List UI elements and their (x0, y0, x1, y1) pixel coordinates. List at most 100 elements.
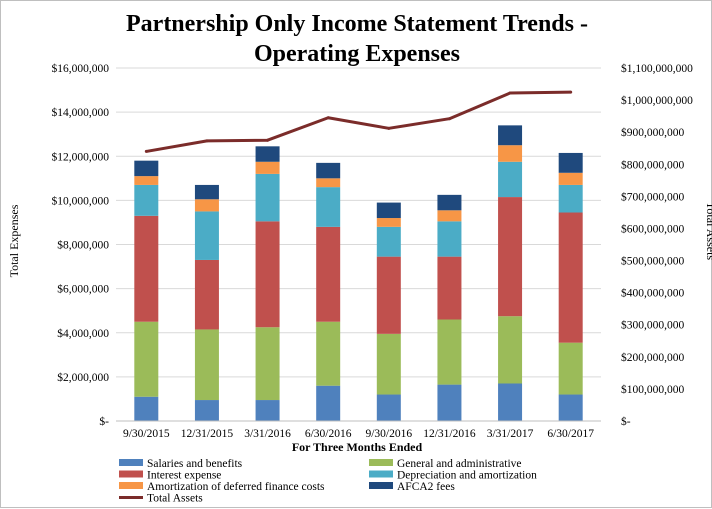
legend-swatch (119, 482, 143, 489)
y2-tick-label: $700,000,000 (621, 190, 685, 203)
total-assets-point (266, 138, 270, 142)
legend-label: AFCA2 fees (397, 481, 455, 493)
bar-segment (376, 256, 401, 334)
y-tick-label: $16,000,000 (52, 62, 110, 75)
bar-segment (134, 215, 159, 322)
bar-segment (376, 202, 401, 219)
y-tick-label: $2,000,000 (57, 371, 109, 384)
y2-tick-label: $1,100,000,000 (621, 62, 693, 75)
bar-segment (316, 385, 341, 421)
y2-tick-label: $200,000,000 (621, 351, 685, 364)
bar-segment (255, 146, 280, 162)
total-assets-line-group (144, 90, 573, 153)
bar-segment (437, 221, 462, 257)
bar-segment (558, 212, 583, 343)
bar-segment (558, 184, 583, 213)
bar-segment (316, 321, 341, 386)
bar-segment (194, 184, 219, 200)
chart-title: Partnership Only Income Statement Trends… (126, 11, 588, 67)
bar-stacks (134, 125, 583, 421)
bar-segment (558, 342, 583, 395)
x-tick-label: 3/31/2017 (487, 428, 534, 440)
bar-segment (558, 152, 583, 173)
bar-segment (134, 396, 159, 421)
legend-label: General and administrative (397, 458, 522, 470)
bar-segment (194, 199, 219, 212)
bar-segment (134, 176, 159, 185)
bar-segment (194, 211, 219, 260)
y2-tick-label: $500,000,000 (621, 255, 685, 268)
bar-segment (437, 194, 462, 211)
total-assets-point (205, 139, 209, 143)
y2-axis-title: Total Assets (704, 202, 712, 260)
bar-segment (255, 221, 280, 328)
y-tick-label: $10,000,000 (52, 194, 110, 207)
bar-segment (316, 178, 341, 188)
y2-tick-label: $800,000,000 (621, 158, 685, 171)
total-assets-point (447, 117, 451, 121)
bar-segment (558, 172, 583, 185)
legend-label: Depreciation and amortization (397, 470, 537, 482)
bar-segment (498, 383, 523, 421)
bar-segment (316, 226, 341, 322)
y-tick-label: $6,000,000 (57, 283, 109, 296)
bar-segment (194, 400, 219, 421)
bar-segment (134, 160, 159, 177)
bar-segment (134, 184, 159, 216)
x-tick-label: 9/30/2016 (365, 428, 412, 440)
y-tick-label: $- (99, 415, 109, 428)
y2-tick-label: $- (621, 415, 631, 428)
y2-tick-label: $100,000,000 (621, 383, 685, 396)
bar-segment (437, 319, 462, 385)
legend-swatch (369, 482, 393, 489)
bar-segment (498, 316, 523, 384)
axes: $- $2,000,000 $4,000,000 $6,000,000 $8,000,0… (52, 62, 694, 440)
chart-title-line-2: Operating Expenses (254, 41, 460, 67)
x-tick-label: 3/31/2016 (244, 428, 291, 440)
y-axis-title: Total Expenses (7, 204, 21, 277)
bar-segment (255, 327, 280, 401)
legend-label: Amortization of deferred finance costs (147, 481, 325, 493)
y2-tick-label: $900,000,000 (621, 126, 685, 139)
total-assets-point (508, 91, 512, 95)
bar-segment (498, 197, 523, 317)
bar-segment (194, 329, 219, 401)
x-tick-label: 6/30/2017 (547, 428, 594, 440)
x-tick-label: 12/31/2015 (181, 428, 234, 440)
y2-tick-label: $1,000,000,000 (621, 94, 693, 107)
x-tick-label: 12/31/2016 (423, 428, 476, 440)
bar-segment (498, 145, 523, 162)
total-assets-point (387, 126, 391, 130)
bar-segment (255, 161, 280, 174)
gridlines (116, 67, 601, 378)
y-tick-label: $4,000,000 (57, 327, 109, 340)
x-axis-title: For Three Months Ended (292, 440, 423, 454)
y-tick-label: $8,000,000 (57, 239, 109, 252)
bar-segment (255, 400, 280, 421)
bar-segment (437, 210, 462, 222)
y2-tick-label: $400,000,000 (621, 287, 685, 300)
legend-swatch (369, 459, 393, 466)
total-assets-point (326, 116, 330, 120)
x-tick-label: 6/30/2016 (305, 428, 352, 440)
y2-tick-label: $300,000,000 (621, 319, 685, 332)
bar-segment (376, 226, 401, 257)
bar-segment (376, 333, 401, 395)
bar-segment (255, 173, 280, 222)
bar-segment (376, 394, 401, 421)
y2-tick-label: $600,000,000 (621, 222, 685, 235)
y-tick-label: $12,000,000 (52, 150, 110, 163)
x-tick-label: 9/30/2015 (123, 428, 170, 440)
total-assets-point (144, 149, 148, 153)
legend-label: Interest expense (147, 470, 221, 482)
total-assets-point (569, 90, 573, 94)
bar-segment (558, 394, 583, 421)
bar-segment (376, 218, 401, 227)
legend-swatch (119, 470, 143, 478)
bar-segment (134, 321, 159, 397)
bar-segment (316, 187, 341, 227)
chart-title-line-1: Partnership Only Income Statement Trends… (126, 11, 588, 37)
legend-label: Total Assets (147, 493, 203, 505)
